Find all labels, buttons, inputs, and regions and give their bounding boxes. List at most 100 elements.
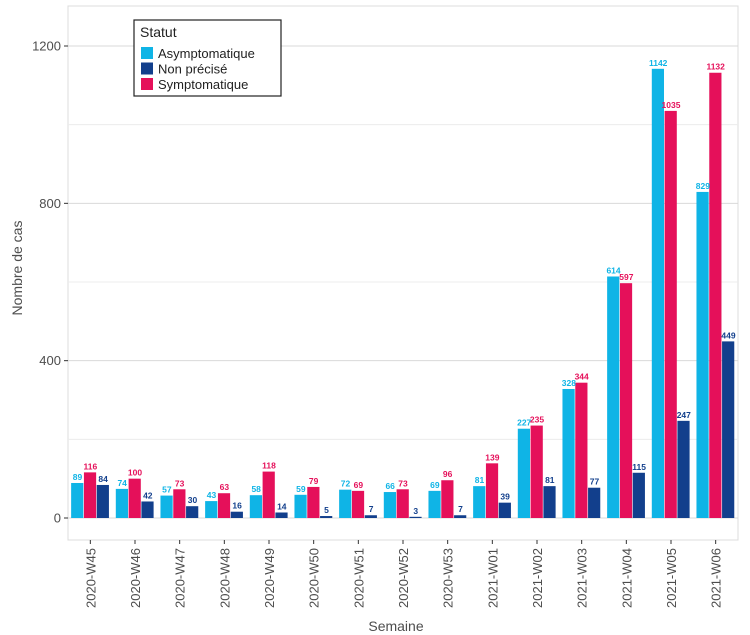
bar-value-label: 227 — [517, 418, 531, 428]
bar-value-label: 42 — [143, 490, 153, 500]
bar-value-label: 100 — [128, 468, 142, 478]
bar-value-label: 1142 — [649, 58, 668, 68]
legend-swatch — [141, 78, 153, 90]
bar-non-precise — [722, 341, 735, 518]
bar-symptomatique — [530, 425, 543, 518]
bar-non-precise — [498, 502, 511, 518]
bar-asymptomatique — [562, 388, 575, 518]
bar-asymptomatique — [249, 495, 262, 518]
bar-symptomatique — [396, 489, 409, 518]
bar-value-label: 63 — [220, 482, 230, 492]
bar-value-label: 74 — [117, 478, 127, 488]
bar-value-label: 597 — [619, 272, 633, 282]
bar-non-precise — [320, 516, 333, 518]
bar-value-label: 7 — [369, 504, 374, 514]
x-tick-label: 2020-W48 — [217, 548, 232, 608]
bar-symptomatique — [619, 283, 633, 518]
bar-asymptomatique — [696, 191, 709, 518]
bar-value-label: 73 — [175, 478, 185, 488]
bar-non-precise — [230, 511, 243, 518]
bar-non-precise — [588, 487, 601, 518]
legend-box — [133, 19, 282, 97]
bar-value-label: 115 — [632, 462, 646, 472]
x-tick-label: 2020-W49 — [262, 548, 277, 608]
bar-value-label: 829 — [696, 181, 710, 191]
x-tick-label: 2020-W46 — [128, 548, 143, 608]
bar-asymptomatique — [339, 489, 352, 518]
x-tick-label: 2020-W53 — [441, 548, 456, 608]
y-tick-label: 0 — [54, 511, 61, 526]
x-tick-label: 2021-W06 — [709, 548, 724, 608]
bar-symptomatique — [83, 472, 97, 518]
legend-title: Statut — [140, 24, 177, 40]
y-axis-ticks: 0 400 800 1200 — [32, 39, 68, 526]
bar-value-label: 84 — [98, 474, 108, 484]
bar-non-precise — [186, 506, 199, 518]
bar-asymptomatique — [205, 501, 218, 518]
bar-symptomatique — [173, 489, 186, 518]
bar-value-label: 77 — [590, 477, 600, 487]
bar-symptomatique — [709, 72, 722, 518]
x-tick-label: 2021-W01 — [485, 548, 500, 608]
bar-symptomatique — [128, 478, 141, 518]
bar-asymptomatique — [428, 490, 441, 518]
bar-non-precise — [409, 516, 422, 518]
y-tick-label: 400 — [39, 353, 61, 368]
legend-swatch — [141, 62, 153, 75]
bar-non-precise — [141, 501, 154, 518]
bar-value-label: 14 — [277, 501, 287, 511]
bar-symptomatique — [664, 110, 677, 519]
legend-swatch — [141, 47, 153, 59]
bar-non-precise — [454, 515, 467, 518]
bar-non-precise — [677, 420, 690, 518]
bar-asymptomatique — [651, 68, 664, 519]
bar-value-label: 81 — [545, 475, 555, 485]
bar-value-label: 118 — [262, 461, 276, 471]
bar-value-label: 72 — [341, 479, 351, 489]
bar-value-label: 614 — [606, 265, 620, 275]
bar-asymptomatique — [517, 428, 530, 518]
bar-symptomatique — [441, 480, 454, 518]
bar-value-label: 69 — [430, 480, 440, 490]
bar-symptomatique — [217, 493, 231, 518]
bar-asymptomatique — [607, 276, 620, 518]
bar-non-precise — [96, 484, 109, 518]
bars — [71, 68, 735, 519]
bar-value-label: 66 — [385, 481, 395, 491]
x-tick-label: 2020-W51 — [351, 548, 366, 608]
bar-symptomatique — [307, 486, 320, 518]
bar-value-label: 5 — [324, 505, 329, 515]
x-tick-label: 2021-W05 — [664, 548, 679, 608]
bar-asymptomatique — [294, 494, 307, 518]
legend-label: Non précisé — [158, 62, 227, 77]
y-tick-label: 1200 — [32, 39, 61, 54]
bar-asymptomatique — [115, 488, 128, 518]
y-tick-label: 800 — [39, 196, 61, 211]
bar-value-label: 43 — [207, 490, 217, 500]
legend-label: Symptomatique — [158, 77, 248, 92]
bar-asymptomatique — [160, 495, 173, 518]
bar-value-label: 7 — [458, 504, 463, 514]
bar-symptomatique — [351, 490, 365, 518]
bar-value-label: 116 — [83, 461, 97, 471]
bar-value-label: 1035 — [662, 100, 681, 110]
bar-value-label: 139 — [485, 452, 499, 462]
x-tick-label: 2021-W03 — [575, 548, 590, 608]
bar-value-label: 79 — [309, 476, 319, 486]
bar-symptomatique — [262, 471, 275, 518]
bar-value-label: 58 — [251, 484, 261, 494]
bar-value-label: 81 — [475, 475, 485, 485]
bar-value-label: 57 — [162, 485, 172, 495]
bar-value-label: 89 — [73, 472, 83, 482]
x-tick-label: 2020-W50 — [307, 548, 322, 608]
x-tick-label: 2020-W47 — [173, 548, 188, 608]
bar-value-label: 96 — [443, 469, 453, 479]
bar-value-label: 235 — [530, 415, 544, 425]
bar-non-precise — [543, 486, 556, 518]
x-tick-label: 2020-W45 — [83, 548, 98, 608]
bar-value-label: 39 — [500, 492, 510, 502]
bar-asymptomatique — [383, 492, 396, 518]
y-axis-title: Nombre de cas — [9, 221, 25, 316]
